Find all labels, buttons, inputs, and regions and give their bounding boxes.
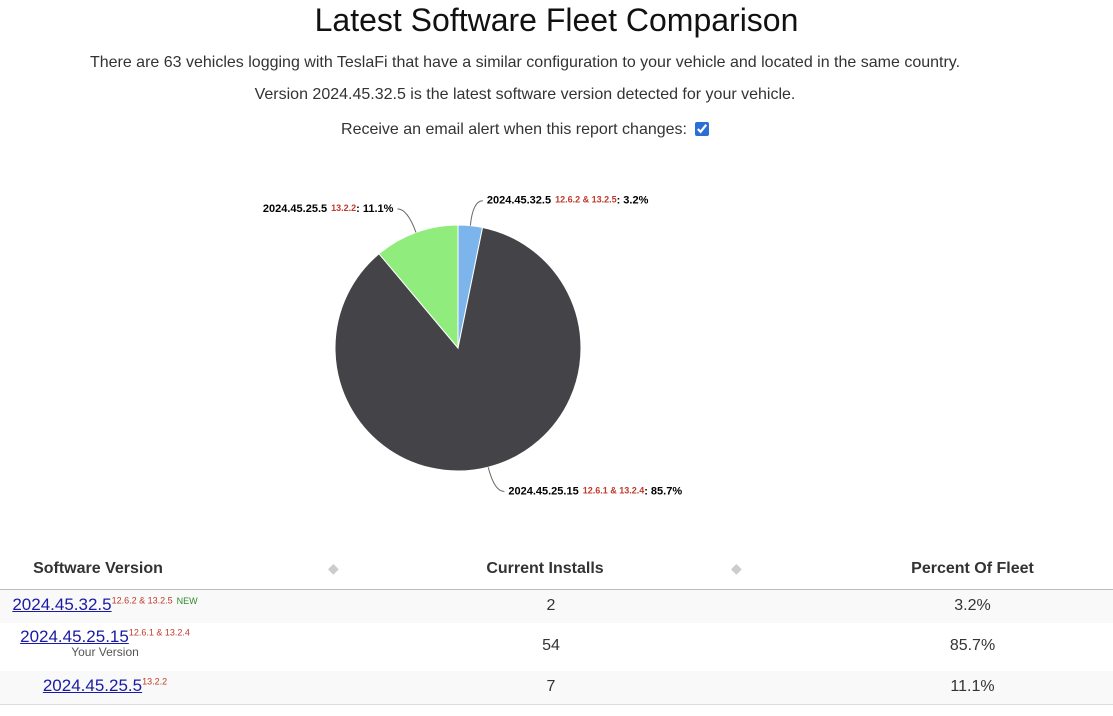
column-header[interactable]: Percent Of Fleet bbox=[911, 560, 1034, 577]
slice-firmware: 13.2.2 bbox=[331, 203, 356, 213]
sort-icon[interactable]: ◆ bbox=[328, 560, 339, 576]
version-cell: 2024.45.25.1512.6.1 & 13.2.4 Your Version bbox=[0, 627, 210, 659]
connector bbox=[397, 208, 417, 233]
slice-category: 2024.45.25.5 bbox=[263, 203, 327, 215]
version-cell: 2024.45.25.513.2.2 bbox=[0, 676, 210, 696]
version-link[interactable]: 2024.45.25.15 bbox=[20, 627, 129, 646]
slice-category: 2024.45.32.5 bbox=[487, 195, 551, 207]
pie-slice bbox=[334, 226, 582, 472]
alert-checkbox[interactable] bbox=[694, 122, 709, 136]
table-row: 2024.45.32.512.6.2 & 13.2.5 NEW 2 3.2% bbox=[0, 590, 1113, 624]
slice-label: 2024.45.32.5 12.6.2 & 13.2.5: 3.2% bbox=[487, 195, 649, 207]
slice-category: 2024.45.25.15 bbox=[508, 485, 578, 497]
firmware: 13.2.2 bbox=[142, 676, 168, 687]
connector bbox=[487, 467, 505, 492]
column-header[interactable]: Software Version bbox=[33, 560, 163, 577]
percent-cell: 3.2% bbox=[954, 596, 991, 614]
version-link[interactable]: 2024.45.25.5 bbox=[42, 676, 143, 695]
slice-firmware: 12.6.2 & 13.2.5 bbox=[555, 195, 617, 205]
column-header[interactable]: Current Installs bbox=[486, 560, 604, 577]
percent-cell: 11.1% bbox=[950, 677, 995, 695]
slice-label: 2024.45.25.15 12.6.1 & 13.2.4: 85.7% bbox=[508, 485, 682, 497]
installs-cell: 2 bbox=[546, 596, 556, 614]
table-row: 2024.45.25.513.2.2 7 11.1% bbox=[0, 671, 1113, 705]
alert-label: Receive an email alert when this report … bbox=[341, 121, 687, 138]
slice-value: 11.1% bbox=[363, 203, 394, 215]
installs-cell: 7 bbox=[546, 677, 556, 695]
slice-separator: : bbox=[644, 485, 648, 497]
new-badge: NEW bbox=[176, 595, 198, 606]
version-note: Version 2024.45.32.5 is the latest softw… bbox=[254, 86, 796, 103]
percent-cell: 85.7% bbox=[949, 637, 996, 654]
firmware: 12.6.2 & 13.2.5 bbox=[111, 595, 173, 606]
slice-separator: : bbox=[356, 203, 360, 215]
slice-value: 85.7% bbox=[651, 485, 682, 497]
slice-label: 2024.45.25.5 13.2.2: 11.1% bbox=[263, 203, 394, 215]
table-rule bbox=[0, 589, 1113, 590]
intro-text: There are 63 vehicles logging with Tesla… bbox=[89, 54, 961, 71]
connector bbox=[469, 200, 483, 226]
firmware: 12.6.1 & 13.2.4 bbox=[128, 627, 190, 638]
version-cell: 2024.45.32.512.6.2 & 13.2.5 NEW bbox=[0, 595, 210, 615]
slice-firmware: 12.6.1 & 13.2.4 bbox=[583, 486, 645, 496]
installs-cell: 54 bbox=[542, 637, 560, 654]
alert-row: Receive an email alert when this report … bbox=[0, 121, 1050, 139]
version-link[interactable]: 2024.45.32.5 bbox=[12, 595, 112, 614]
page-title: Latest Software Fleet Comparison bbox=[314, 2, 799, 38]
slice-separator: : bbox=[617, 195, 621, 207]
table-row: 2024.45.25.1512.6.1 & 13.2.4 Your Version… bbox=[0, 623, 1113, 672]
slice-value: 3.2% bbox=[623, 195, 648, 207]
sort-icon[interactable]: ◆ bbox=[731, 560, 742, 576]
pie-chart: 2024.45.32.5 12.6.2 & 13.2.5: 3.2%2024.45.… bbox=[263, 195, 682, 498]
your-version: Your Version bbox=[71, 645, 139, 659]
